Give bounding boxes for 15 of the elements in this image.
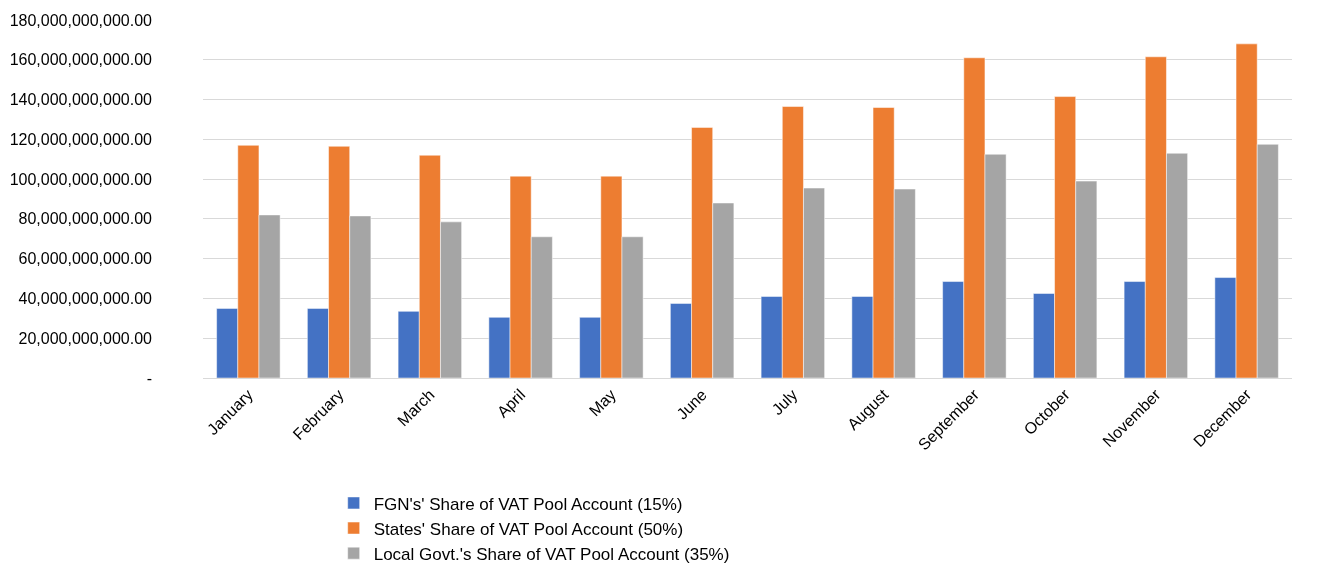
y-tick-label: 140,000,000,000.00 (9, 91, 153, 109)
y-tick-label: 60,000,000,000.00 (18, 250, 153, 268)
y-tick-label: 120,000,000,000.00 (9, 130, 153, 148)
legend-label: States' Share of VAT Pool Account (50%) (373, 519, 684, 539)
y-tick-label: 40,000,000,000.00 (18, 290, 153, 308)
y-tick-label: - (146, 369, 152, 387)
x-tick-label: July (768, 385, 801, 419)
legend-label: FGN's' Share of VAT Pool Account (15%) (373, 494, 683, 514)
y-tick-label: 100,000,000,000.00 (9, 170, 153, 188)
x-tick-label: May (585, 385, 620, 420)
y-tick-label: 20,000,000,000.00 (18, 329, 153, 347)
y-tick-label: 180,000,000,000.00 (9, 11, 153, 29)
y-tick-label: 80,000,000,000.00 (18, 210, 153, 228)
legend-label: Local Govt.'s Share of VAT Pool Account (35%) (373, 544, 730, 564)
y-tick-label: 160,000,000,000.00 (9, 51, 153, 69)
